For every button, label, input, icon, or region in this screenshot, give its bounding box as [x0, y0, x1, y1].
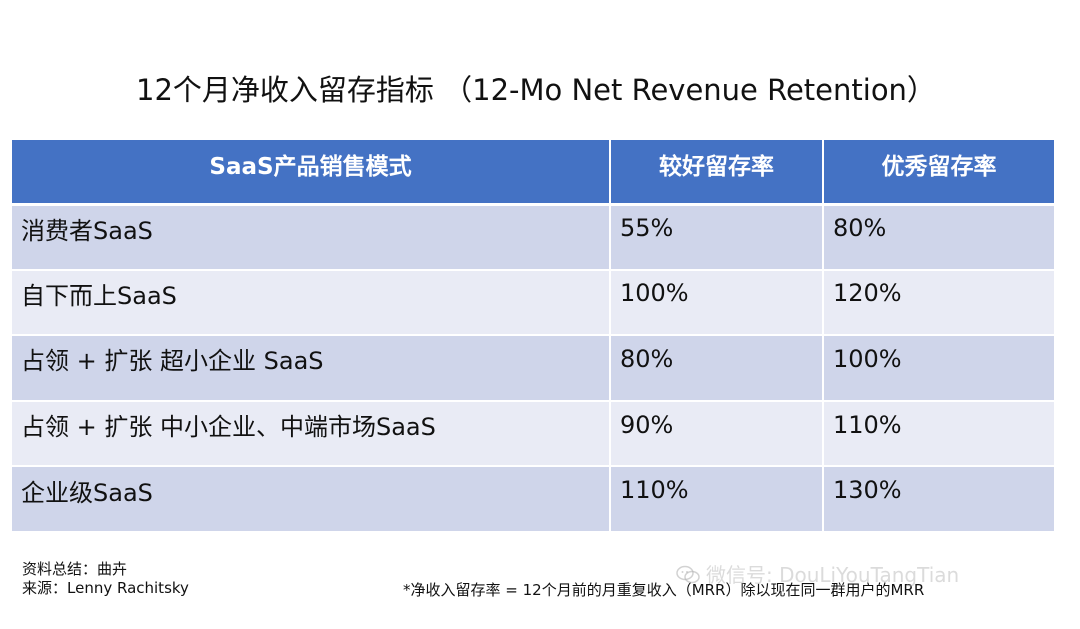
table-row: 自下而上SaaS 100% 120% [12, 269, 1054, 337]
cell-good: 80% [610, 335, 824, 402]
cell-model: 占领 + 扩张 中小企业、中端市场SaaS [12, 400, 611, 468]
source-summary: 资料总结：曲卉 [22, 560, 128, 578]
cell-model: 占领 + 扩张 超小企业 SaaS [12, 335, 611, 402]
header-excellent-retention: 优秀留存率 [823, 140, 1054, 206]
cell-excellent: 80% [823, 204, 1054, 271]
cell-excellent: 120% [823, 269, 1054, 337]
source-note: 资料总结：曲卉 来源：Lenny Rachitsky [22, 560, 189, 598]
wechat-icon [676, 565, 700, 585]
table-row: 企业级SaaS 110% 130% [12, 466, 1054, 533]
table-header-row: SaaS产品销售模式 较好留存率 优秀留存率 [12, 140, 1054, 206]
watermark: 微信号: DouLiYouTangTian [676, 562, 959, 588]
cell-excellent: 100% [823, 335, 1054, 402]
table-row: 占领 + 扩张 中小企业、中端市场SaaS 90% 110% [12, 400, 1054, 468]
source-origin: 来源：Lenny Rachitsky [22, 579, 189, 597]
cell-good: 100% [610, 269, 824, 337]
cell-excellent: 130% [823, 466, 1054, 533]
table-row: 消费者SaaS 55% 80% [12, 204, 1054, 271]
table-row: 占领 + 扩张 超小企业 SaaS 80% 100% [12, 335, 1054, 402]
cell-excellent: 110% [823, 400, 1054, 468]
retention-table: SaaS产品销售模式 较好留存率 优秀留存率 消费者SaaS 55% 80% 自… [12, 140, 1054, 533]
page-title: 12个月净收入留存指标 （12-Mo Net Revenue Retention… [136, 73, 936, 107]
footnote: *净收入留存率 = 12个月前的月重复收入（MRR）除以现在同一群用户的MRR [403, 581, 925, 599]
header-model: SaaS产品销售模式 [12, 140, 611, 206]
cell-model: 自下而上SaaS [12, 269, 611, 337]
cell-good: 110% [610, 466, 824, 533]
cell-good: 55% [610, 204, 824, 271]
header-good-retention: 较好留存率 [610, 140, 824, 206]
cell-model: 企业级SaaS [12, 466, 611, 533]
cell-model: 消费者SaaS [12, 204, 611, 271]
watermark-text: 微信号: DouLiYouTangTian [706, 563, 960, 587]
cell-good: 90% [610, 400, 824, 468]
